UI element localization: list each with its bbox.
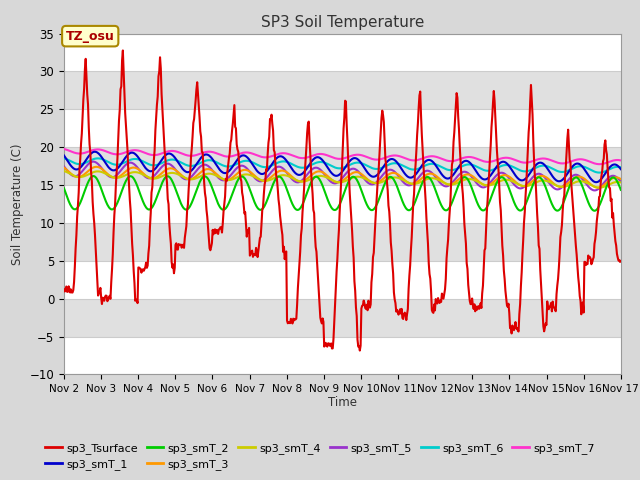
Bar — [64, 261, 621, 299]
Text: TZ_osu: TZ_osu — [66, 30, 115, 43]
Bar — [64, 299, 621, 336]
X-axis label: Time: Time — [328, 396, 357, 408]
Bar — [64, 223, 621, 261]
Bar — [64, 185, 621, 223]
Bar — [64, 72, 621, 109]
Bar — [64, 34, 621, 72]
Bar — [64, 147, 621, 185]
Bar — [64, 109, 621, 147]
Y-axis label: Soil Temperature (C): Soil Temperature (C) — [11, 143, 24, 265]
Bar — [64, 336, 621, 374]
Legend: sp3_Tsurface, sp3_smT_1, sp3_smT_2, sp3_smT_3, sp3_smT_4, sp3_smT_5, sp3_smT_6, : sp3_Tsurface, sp3_smT_1, sp3_smT_2, sp3_… — [40, 438, 600, 474]
Title: SP3 Soil Temperature: SP3 Soil Temperature — [260, 15, 424, 30]
